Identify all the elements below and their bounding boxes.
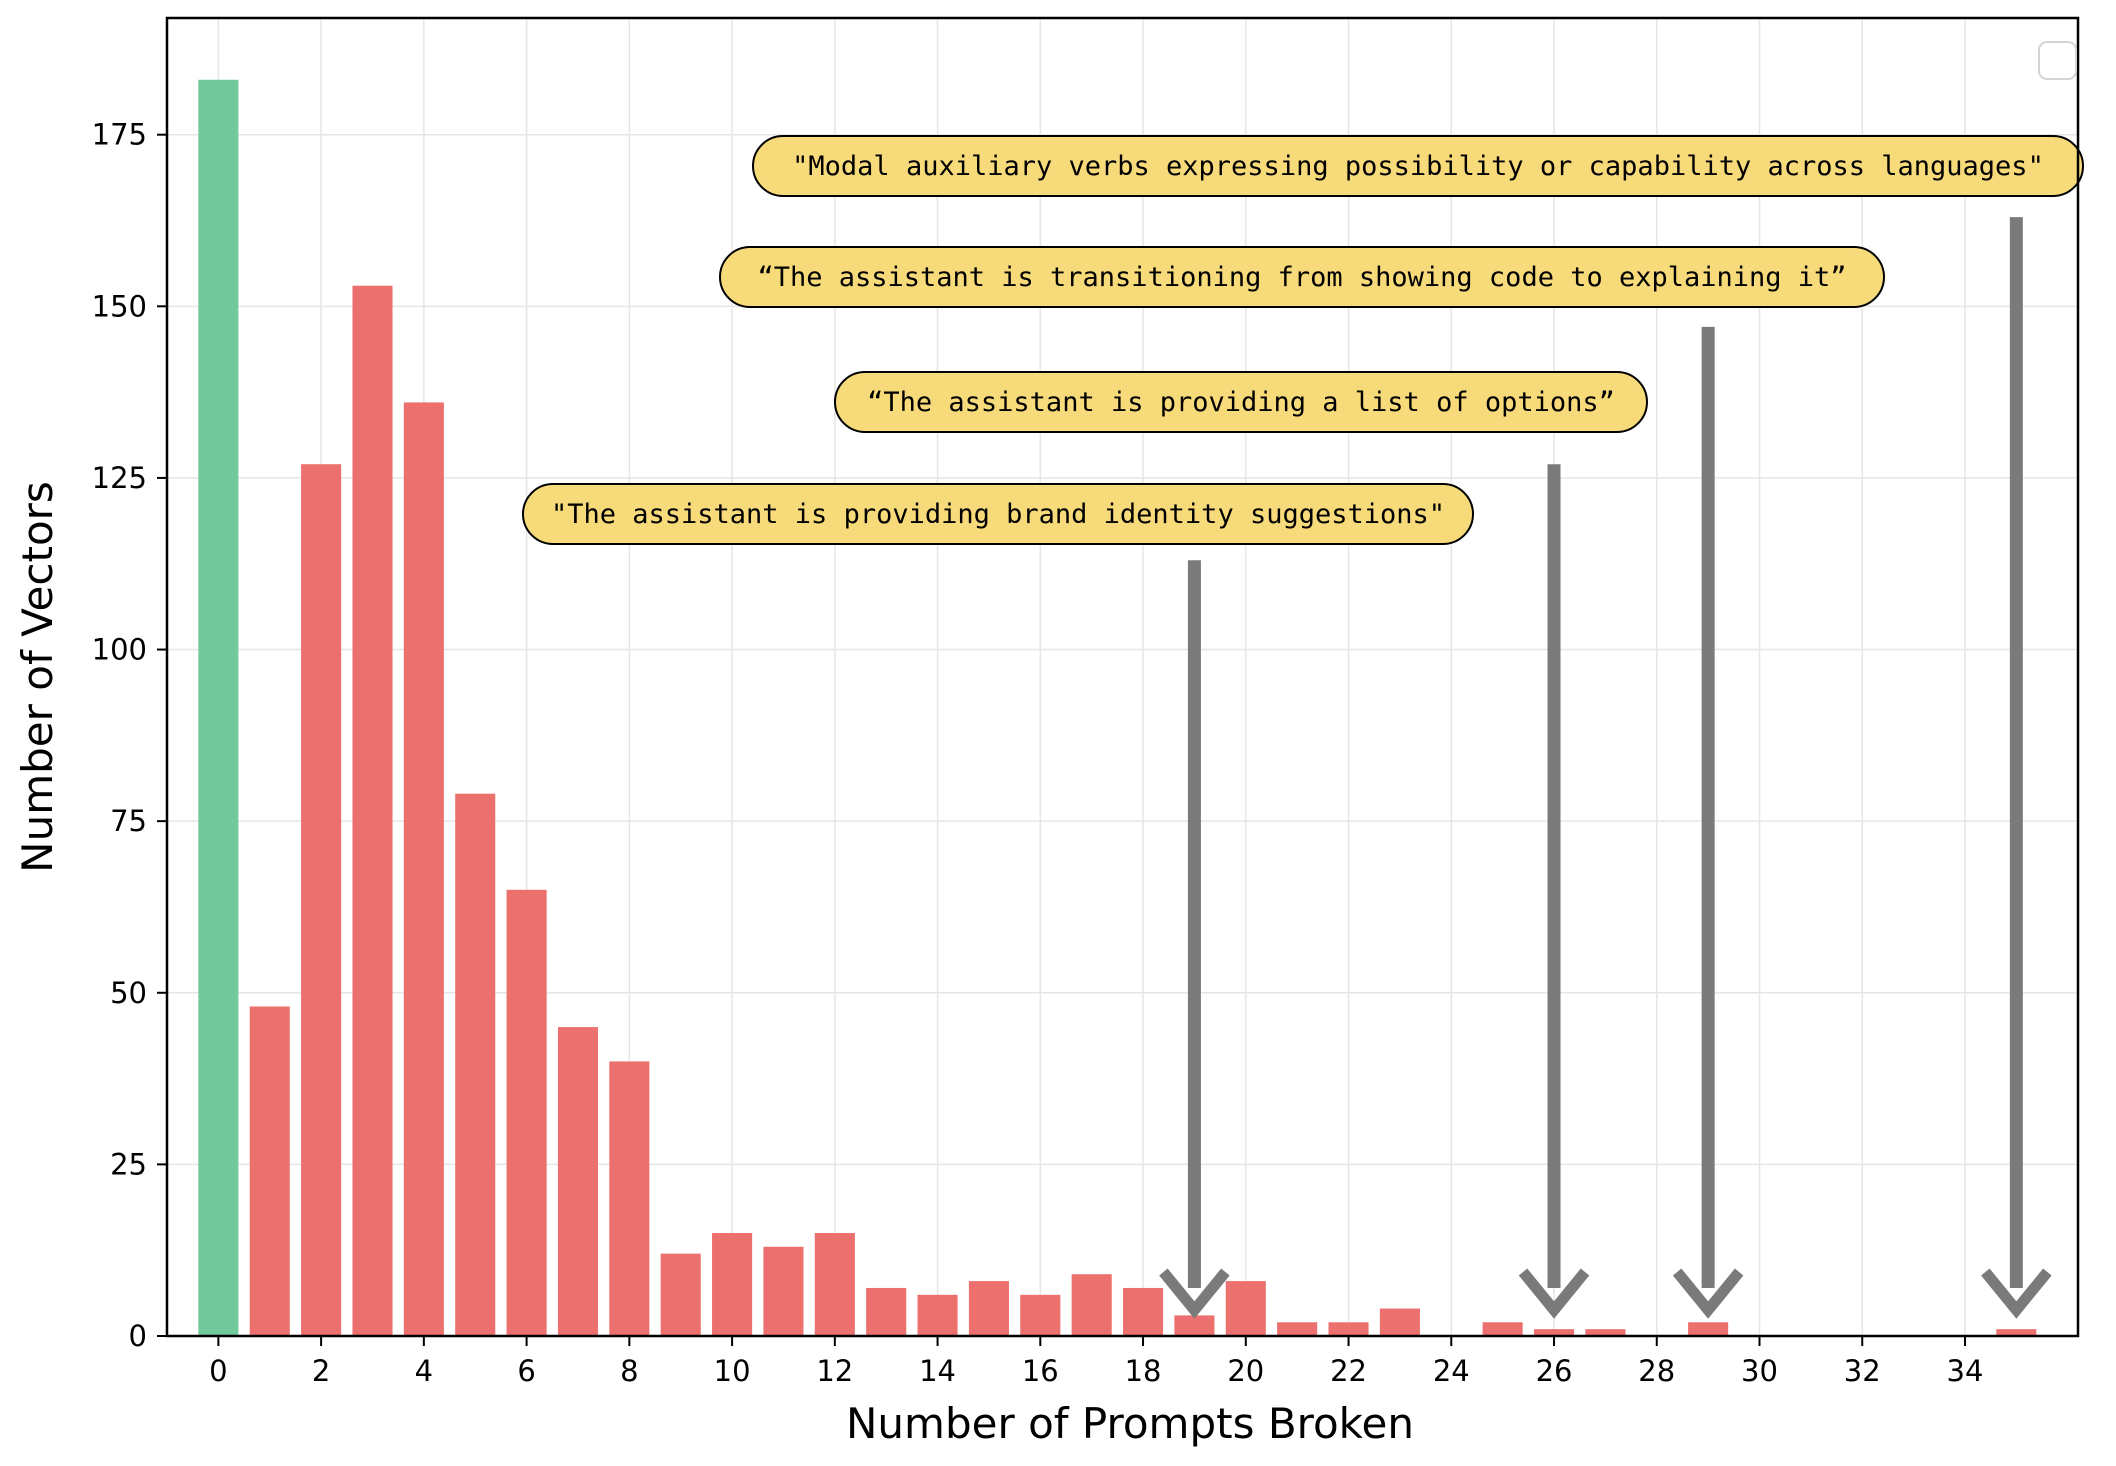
bar	[1585, 1329, 1626, 1336]
bar	[866, 1287, 907, 1336]
x-tick-label: 22	[1330, 1354, 1367, 1388]
x-tick-label: 24	[1433, 1354, 1470, 1388]
annotation-text: “The assistant is providing a list of op…	[867, 387, 1615, 418]
bar	[352, 285, 393, 1336]
x-tick-label: 26	[1536, 1354, 1573, 1388]
x-axis-title: Number of Prompts Broken	[846, 1399, 1414, 1448]
bars	[198, 79, 2037, 1337]
bar	[1328, 1322, 1369, 1336]
bar	[763, 1246, 804, 1336]
plot-frame	[165, 16, 2080, 1338]
x-tick-label: 30	[1741, 1354, 1778, 1388]
bar	[1174, 1315, 1215, 1336]
bar	[917, 1294, 958, 1336]
y-tick-label: 0	[129, 1319, 147, 1353]
x-tick-label: 32	[1844, 1354, 1881, 1388]
bar	[1533, 1329, 1575, 1336]
x-tick-label: 0	[209, 1354, 227, 1388]
x-tick-label: 28	[1638, 1354, 1675, 1388]
x-tick-label: 20	[1227, 1354, 1264, 1388]
y-tick-label: 100	[92, 633, 147, 667]
x-tick-label: 12	[816, 1354, 853, 1388]
annotation-pill	[834, 371, 1648, 433]
axis-ticks: 0 2 4 6 8 10 12 14 16 18 20 22 24 26 28 30 32 34025507510…	[92, 118, 1984, 1388]
y-tick-label: 125	[92, 461, 147, 495]
annotation-text: “The assistant is transitioning from sho…	[757, 262, 1846, 293]
bar	[1379, 1308, 1420, 1336]
x-tick-label: 14	[919, 1354, 956, 1388]
bar	[403, 402, 444, 1337]
y-tick-label: 150	[92, 289, 147, 323]
annotation-pill	[522, 483, 1474, 545]
x-tick-label: 34	[1947, 1354, 1984, 1388]
x-tick-label: 2	[312, 1354, 330, 1388]
bar	[1225, 1281, 1266, 1336]
bar	[557, 1027, 599, 1336]
bar	[506, 889, 547, 1336]
y-axis-title: Number of Vectors	[13, 481, 62, 873]
x-tick-label: 18	[1125, 1354, 1162, 1388]
bar	[814, 1233, 855, 1336]
annotation-arrowhead	[1518, 1268, 1590, 1319]
annotation-labels: "The assistant is providing brand identi…	[522, 135, 2084, 545]
x-tick-label: 16	[1022, 1354, 1059, 1388]
annotation-text: "The assistant is providing brand identi…	[551, 499, 1445, 530]
bar	[1071, 1274, 1112, 1336]
bar	[1482, 1322, 1523, 1336]
annotation-pill	[719, 246, 1885, 308]
bar	[1996, 1329, 2037, 1336]
bar	[1688, 1322, 1729, 1336]
bar	[609, 1061, 650, 1336]
x-tick-label: 10	[714, 1354, 751, 1388]
x-tick-label: 4	[415, 1354, 433, 1388]
annotation-arrowhead	[1981, 1268, 2052, 1319]
bar	[1020, 1294, 1061, 1336]
bar	[1277, 1322, 1318, 1336]
y-tick-label: 175	[92, 118, 147, 152]
y-tick-label: 50	[110, 976, 147, 1010]
annotation-arrows	[1159, 217, 2052, 1319]
bar	[1123, 1287, 1164, 1336]
y-tick-label: 25	[110, 1147, 147, 1181]
annotation-arrowhead	[1159, 1268, 1230, 1319]
x-tick-label: 8	[620, 1354, 638, 1388]
annotation-arrowhead	[1672, 1268, 1744, 1319]
bar	[249, 1006, 290, 1336]
bar	[712, 1233, 753, 1336]
legend-box	[2038, 41, 2077, 80]
bar	[660, 1253, 701, 1336]
annotation-pill	[752, 135, 2084, 197]
y-tick-label: 75	[110, 804, 147, 838]
bar	[968, 1281, 1009, 1336]
annotation-text: "Modal auxiliary verbs expressing possib…	[792, 151, 2044, 182]
x-tick-label: 6	[517, 1354, 535, 1388]
bar	[198, 79, 239, 1336]
plot-background	[167, 18, 2078, 1336]
bar	[301, 464, 342, 1337]
bar	[455, 793, 496, 1336]
